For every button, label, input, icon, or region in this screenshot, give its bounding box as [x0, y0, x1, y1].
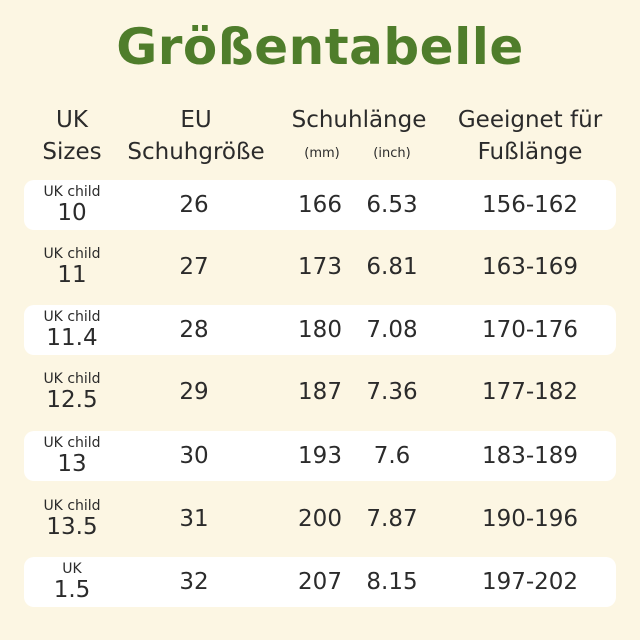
uk-size-value: 10	[57, 200, 87, 226]
unit-mm: (mm)	[304, 146, 340, 161]
header-shoe-length: Schuhlänge	[291, 107, 427, 133]
header-eu-line1: EU	[180, 107, 212, 133]
uk-size-value: 1.5	[53, 577, 91, 603]
eu-size-cell: 29	[179, 379, 209, 405]
uk-size-prefix: UK child	[43, 498, 101, 514]
table-row: UK child 11 27 173 6.81 163-169	[24, 242, 616, 292]
header-foot-length: Geeignet für Fußlänge	[440, 104, 620, 168]
uk-size-cell: UK 1.5	[24, 561, 120, 603]
uk-size-value: 13	[57, 451, 87, 477]
length-mm-cell: 193	[298, 443, 342, 469]
uk-size-cell: UK child 13	[24, 435, 120, 477]
uk-size-prefix: UK child	[43, 184, 101, 200]
foot-length-cell: 156-162	[481, 192, 579, 218]
eu-size-cell: 27	[179, 254, 209, 280]
table-row: UK 1.5 32 207 8.15 197-202	[24, 557, 616, 607]
foot-length-cell: 163-169	[481, 254, 579, 280]
header-uk-line2: Sizes	[42, 139, 102, 165]
eu-size-cell: 30	[179, 443, 209, 469]
eu-size-cell: 28	[179, 317, 209, 343]
foot-length-cell: 183-189	[481, 443, 579, 469]
uk-size-value: 12.5	[46, 387, 98, 413]
page-title: Größentabelle	[116, 18, 524, 76]
table-row: UK child 13.5 31 200 7.87 190-196	[24, 494, 616, 544]
length-inch-cell: 7.08	[366, 317, 418, 343]
length-inch-cell: 7.87	[366, 506, 418, 532]
uk-size-value: 11	[57, 262, 87, 288]
length-mm-cell: 187	[298, 379, 342, 405]
eu-size-cell: 32	[179, 569, 209, 595]
uk-size-prefix: UK child	[43, 371, 101, 387]
header-foot-line2: Fußlänge	[477, 139, 583, 165]
length-inch-cell: 7.36	[366, 379, 418, 405]
uk-size-prefix: UK child	[43, 435, 101, 451]
eu-size-cell: 26	[179, 192, 209, 218]
table-row: UK child 11.4 28 180 7.08 170-176	[24, 305, 616, 355]
length-mm-cell: 166	[298, 192, 342, 218]
uk-size-prefix: UK	[62, 561, 82, 577]
uk-size-cell: UK child 11	[24, 246, 120, 288]
uk-size-cell: UK child 13.5	[24, 498, 120, 540]
foot-length-cell: 190-196	[481, 506, 579, 532]
length-inch-cell: 6.81	[366, 254, 418, 280]
uk-size-cell: UK child 11.4	[24, 309, 120, 351]
uk-size-prefix: UK child	[43, 246, 101, 262]
uk-size-cell: UK child 10	[24, 184, 120, 226]
uk-size-prefix: UK child	[43, 309, 101, 325]
table-row: UK child 13 30 193 7.6 183-189	[24, 431, 616, 481]
length-inch-cell: 6.53	[366, 192, 418, 218]
table-row: UK child 10 26 166 6.53 156-162	[24, 180, 616, 230]
table-row: UK child 12.5 29 187 7.36 177-182	[24, 367, 616, 417]
header-foot-line1: Geeignet für	[457, 107, 603, 133]
foot-length-cell: 170-176	[481, 317, 579, 343]
uk-size-value: 11.4	[46, 325, 98, 351]
foot-length-cell: 197-202	[481, 569, 579, 595]
uk-size-cell: UK child 12.5	[24, 371, 120, 413]
length-mm-cell: 180	[298, 317, 342, 343]
header-uk-line1: UK	[56, 107, 88, 133]
header-eu-size: EU Schuhgröße	[116, 104, 276, 168]
uk-size-value: 13.5	[46, 514, 98, 540]
length-inch-cell: 7.6	[373, 443, 411, 469]
foot-length-cell: 177-182	[481, 379, 579, 405]
unit-inch: (inch)	[373, 146, 411, 161]
length-inch-cell: 8.15	[366, 569, 418, 595]
eu-size-cell: 31	[179, 506, 209, 532]
header-eu-line2: Schuhgröße	[127, 139, 265, 165]
length-mm-cell: 207	[298, 569, 342, 595]
header-uk-sizes: UK Sizes	[30, 104, 114, 168]
length-mm-cell: 200	[298, 506, 342, 532]
length-mm-cell: 173	[298, 254, 342, 280]
